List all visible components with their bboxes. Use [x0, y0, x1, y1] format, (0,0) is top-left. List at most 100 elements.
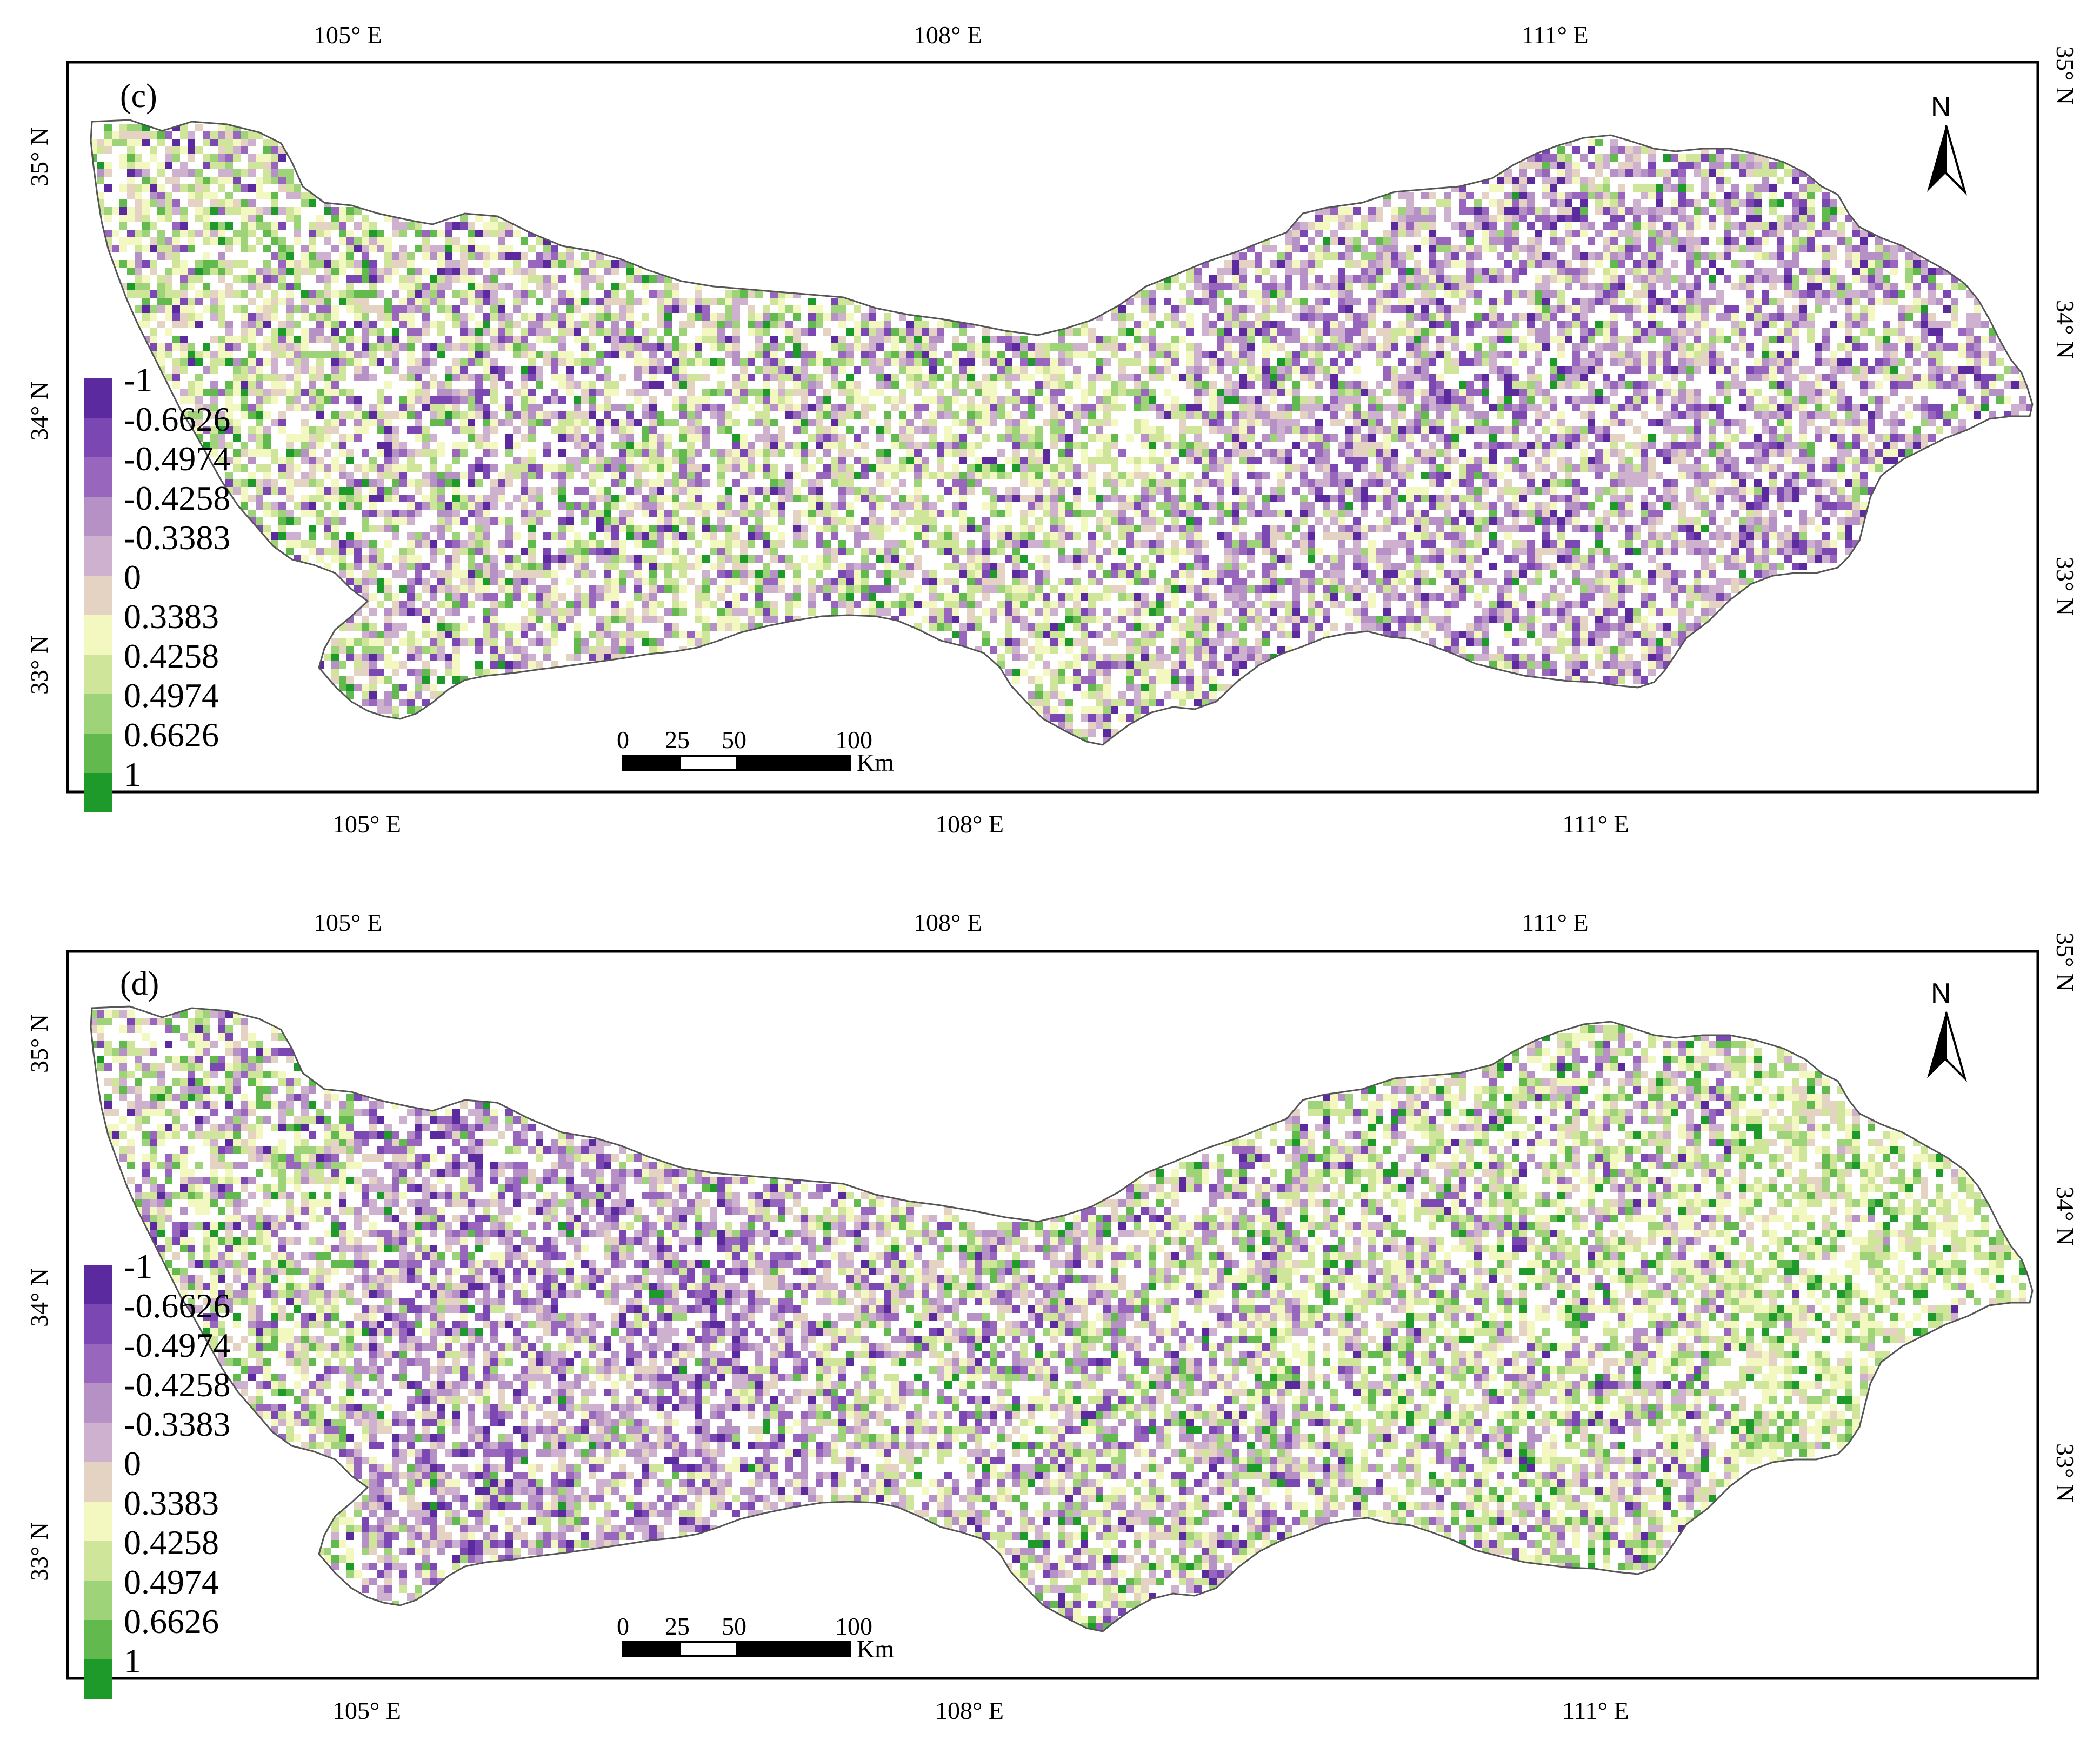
scale-label: 50 [722, 726, 746, 754]
scale-segment [679, 755, 738, 771]
legend-swatch [84, 1344, 112, 1383]
raster-layer [91, 124, 2032, 744]
map-frame [66, 61, 2039, 794]
scale-label: 50 [722, 1612, 746, 1640]
legend: -1-0.6626-0.4974-0.4258-0.338300.33830.4… [84, 1247, 230, 1699]
scale-segment [622, 1641, 681, 1657]
lat-tick-right: 35° N [2051, 932, 2079, 991]
lon-tick-top: 111° E [1522, 909, 1589, 936]
north-arrow-icon [1927, 125, 1968, 196]
legend-label: 0.4974 [124, 1563, 219, 1601]
panel-label: (c) [120, 78, 157, 115]
legend-swatch [84, 497, 112, 536]
legend-swatch [84, 1304, 112, 1344]
map-frame [66, 950, 2039, 1680]
legend-swatch [84, 1581, 112, 1620]
map-panel-c: 105° E 108° E 111° E 105° E 108° E 111° … [25, 21, 2079, 838]
lon-tick-bottom: 105° E [332, 1697, 401, 1724]
legend-swatch [84, 1502, 112, 1541]
scale-segment [679, 1641, 738, 1657]
lat-tick-right: 35° N [2051, 46, 2079, 105]
lon-tick-bottom: 105° E [332, 810, 401, 838]
scale-label: 0 [617, 1612, 629, 1640]
legend-swatch [84, 378, 112, 418]
study-area-boundary [90, 1005, 2034, 1632]
lon-tick-top: 105° E [314, 909, 382, 936]
legend-swatch [84, 694, 112, 734]
scale-label: 25 [665, 726, 690, 754]
lat-tick-left: 35° N [25, 1014, 53, 1073]
legend-swatch [84, 655, 112, 694]
lon-tick-bottom: 111° E [1562, 810, 1629, 838]
legend-label: 1 [124, 755, 141, 794]
scale-label: 100 [835, 726, 872, 754]
legend-swatch [84, 1462, 112, 1502]
legend-swatch [84, 734, 112, 773]
legend-swatch [84, 773, 112, 812]
legend-swatch [84, 1620, 112, 1659]
lat-tick-left: 34° N [25, 1268, 53, 1327]
lat-tick-left: 33° N [25, 1522, 53, 1581]
scale-unit: Km [857, 749, 894, 776]
legend-label: -0.4258 [124, 479, 230, 517]
legend-label: -0.3383 [124, 518, 230, 557]
lon-tick-top: 105° E [314, 21, 382, 49]
legend-swatch [84, 418, 112, 457]
legend-label: 0.6626 [124, 1602, 219, 1641]
scale-segment [736, 1641, 851, 1657]
legend-label: 0.4974 [124, 676, 219, 715]
study-area-boundary [90, 119, 2034, 746]
north-label: N [1931, 978, 1951, 1009]
scale-segment [622, 755, 681, 771]
legend-label: -0.3383 [124, 1405, 230, 1443]
legend-swatch [84, 536, 112, 576]
north-arrow-icon [1927, 1011, 1968, 1082]
lat-tick-left: 34° N [25, 382, 53, 441]
lon-tick-bottom: 111° E [1562, 1697, 1629, 1724]
legend-swatch [84, 1659, 112, 1699]
legend: -1-0.6626-0.4974-0.4258-0.338300.33830.4… [84, 361, 230, 812]
legend-label: -1 [124, 1247, 152, 1285]
scale-label: 25 [665, 1612, 690, 1640]
legend-swatch [84, 457, 112, 497]
lat-tick-right: 33° N [2051, 557, 2079, 616]
legend-label: 0 [124, 558, 141, 596]
legend-label: -0.4258 [124, 1365, 230, 1404]
north-arrow: N [1927, 978, 1968, 1082]
legend-swatch [84, 1541, 112, 1581]
legend-label: -0.6626 [124, 400, 230, 438]
north-arrow: N [1927, 91, 1968, 196]
legend-label: 1 [124, 1642, 141, 1680]
legend-label: -0.6626 [124, 1286, 230, 1325]
legend-label: 0.3383 [124, 1484, 219, 1522]
lon-tick-bottom: 108° E [935, 810, 1004, 838]
legend-swatch [84, 1423, 112, 1462]
lon-tick-bottom: 108° E [935, 1697, 1004, 1724]
scale-segment [736, 755, 851, 771]
lat-tick-right: 34° N [2051, 1186, 2079, 1245]
raster-layer [91, 1010, 2026, 1631]
legend-swatch [84, 615, 112, 655]
panel-label: (d) [120, 965, 159, 1002]
legend-label: -1 [124, 361, 152, 399]
legend-label: -0.4974 [124, 439, 230, 478]
lon-tick-top: 108° E [914, 21, 982, 49]
scale-unit: Km [857, 1635, 894, 1663]
scale-label: 100 [835, 1612, 872, 1640]
legend-label: 0 [124, 1444, 141, 1483]
legend-label: 0.6626 [124, 716, 219, 754]
lat-tick-left: 33° N [25, 636, 53, 695]
legend-label: 0.3383 [124, 597, 219, 636]
scale-label: 0 [617, 726, 629, 754]
map-panel-d: 105° E 108° E 111° E 105° E 108° E 111° … [25, 909, 2079, 1724]
legend-label: 0.4258 [124, 1523, 219, 1562]
legend-label: 0.4258 [124, 637, 219, 675]
lat-tick-left: 35° N [25, 128, 53, 186]
lon-tick-top: 111° E [1522, 21, 1589, 49]
north-label: N [1931, 91, 1951, 123]
lon-tick-top: 108° E [914, 909, 982, 936]
legend-swatch [84, 576, 112, 615]
